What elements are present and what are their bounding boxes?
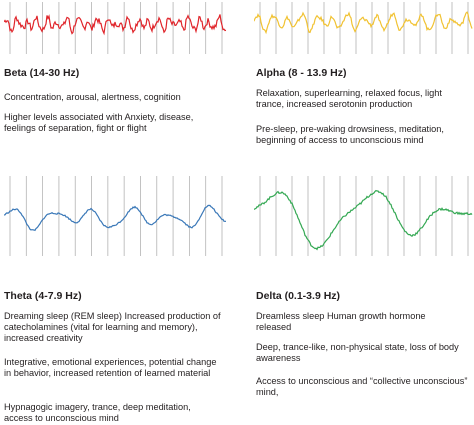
brainwave-trace (4, 14, 227, 36)
alpha-description-1: Relaxation, superlearning, relaxed focus… (256, 88, 442, 110)
delta-description-3: Access to unconscious and “collective un… (256, 376, 468, 398)
delta-title: Delta (0.1-3.9 Hz) (256, 290, 341, 302)
delta-waveform (254, 176, 473, 256)
theta-description-1: Dreaming sleep (REM sleep) Increased pro… (4, 311, 221, 344)
delta-panel: Delta (0.1-3.9 Hz) Dreamless sleep Human… (254, 170, 474, 425)
brainwave-trace (254, 11, 473, 35)
delta-description-1: Dreamless sleep Human growth hormone rel… (256, 311, 426, 333)
delta-description-2: Deep, trance-like, non-physical state, l… (256, 342, 459, 364)
theta-waveform (4, 176, 227, 256)
beta-panel: Beta (14-30 Hz) Concentration, arousal, … (0, 0, 230, 170)
beta-description-1: Concentration, arousal, alertness, cogni… (4, 92, 181, 102)
beta-title: Beta (14-30 Hz) (4, 67, 80, 79)
brainwave-trace (4, 204, 227, 232)
theta-description-2: Integrative, emotional experiences, pote… (4, 357, 217, 379)
theta-description-3: Hypnagogic imagery, trance, deep meditat… (4, 402, 191, 424)
beta-description-2: Higher levels associated with Anxiety, d… (4, 112, 194, 134)
theta-panel: Theta (4-7.9 Hz) Dreaming sleep (REM sle… (0, 170, 230, 425)
beta-waveform (4, 2, 227, 54)
theta-title: Theta (4-7.9 Hz) (4, 290, 82, 302)
brainwave-trace (254, 189, 473, 251)
alpha-panel: Alpha (8 - 13.9 Hz) Relaxation, superlea… (254, 0, 474, 170)
alpha-description-2: Pre-sleep, pre-waking drowsiness, medita… (256, 124, 444, 146)
alpha-title: Alpha (8 - 13.9 Hz) (256, 67, 347, 79)
alpha-waveform (254, 2, 473, 54)
